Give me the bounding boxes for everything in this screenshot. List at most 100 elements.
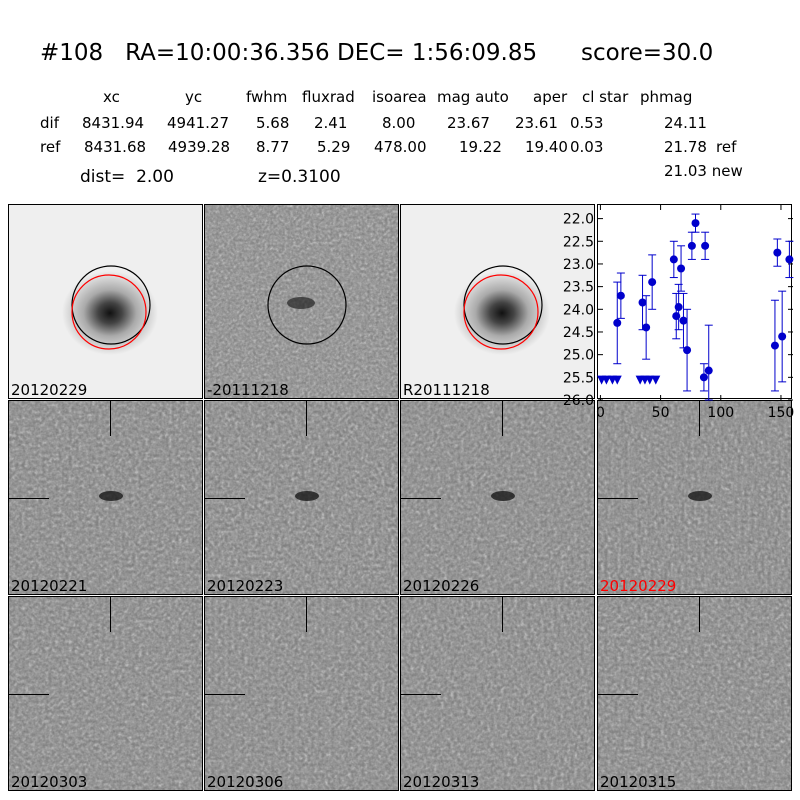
crosshair-tick: [9, 694, 49, 695]
crosshair-tick: [598, 694, 638, 695]
table-cell: 21.78: [664, 138, 707, 156]
stamp-date-label: 20120221: [11, 577, 88, 595]
stamp-date-label: 20120229: [600, 577, 677, 595]
crosshair-tick: [401, 694, 441, 695]
data-point: [699, 363, 708, 392]
crosshair-tick: [306, 597, 307, 632]
data-point: [778, 290, 787, 383]
table-cell: 8431.94: [82, 114, 145, 132]
stamp-date-label: 20120303: [11, 773, 88, 791]
data-point: [785, 240, 794, 279]
crosshair-tick: [502, 597, 503, 632]
table-cell: 0.53: [570, 114, 604, 132]
crosshair-tick: [502, 401, 503, 436]
epoch-stamp: 20120221: [8, 400, 203, 595]
y-tick-label: 23.5: [563, 280, 594, 296]
data-point: [677, 245, 686, 292]
panel-label: 20120229: [11, 381, 88, 399]
stamp-date-label: 20120226: [403, 577, 480, 595]
column-header: phmag: [640, 88, 693, 106]
row-label: dif: [40, 114, 59, 132]
panel-label: R20111218: [403, 381, 490, 399]
x-tick-label: 0: [596, 405, 605, 421]
y-tick-label: 26.0: [563, 393, 594, 409]
table-cell: 19.22: [459, 138, 502, 156]
image-panel: R20111218: [400, 204, 595, 399]
column-header: aper: [533, 88, 568, 106]
upper-limit-marker: [645, 375, 655, 385]
table-cell: 5.29: [317, 138, 351, 156]
y-tick-label: 25.0: [563, 348, 594, 364]
epoch-stamp: 20120303: [8, 596, 203, 791]
panel-label: -20111218: [207, 381, 289, 399]
data-point: [701, 231, 710, 260]
crosshair-tick: [401, 498, 441, 499]
image-panel: -20111218: [204, 204, 399, 399]
column-header: isoarea: [372, 88, 427, 106]
data-point: [770, 299, 779, 392]
data-point: [648, 254, 657, 310]
upper-limit-marker: [601, 375, 611, 385]
crosshair-tick: [699, 597, 700, 632]
table-cell: 2.41: [314, 114, 348, 132]
crosshair-tick: [699, 401, 700, 436]
epoch-stamp: 20120229: [597, 400, 792, 595]
table-cell: 19.40: [525, 138, 568, 156]
y-tick-label: 24.5: [563, 325, 594, 341]
table-cell: 23.61: [515, 114, 558, 132]
column-header: fwhm: [246, 88, 288, 106]
crosshair-tick: [205, 498, 245, 499]
redshift-readout: z=0.3100: [258, 167, 341, 187]
table-cell: 5.68: [256, 114, 290, 132]
upper-limit-marker: [651, 375, 661, 385]
data-point: [616, 272, 625, 319]
aperture-circle: [463, 265, 543, 345]
candidate-title: #108 RA=10:00:36.356 DEC= 1:56:09.85 sco…: [40, 40, 714, 66]
y-tick-label: 25.5: [563, 370, 594, 386]
data-point: [691, 213, 700, 233]
crosshair-tick: [9, 498, 49, 499]
crosshair-tick: [110, 597, 111, 632]
crosshair-tick: [110, 401, 111, 436]
x-tick-label: 150: [768, 405, 795, 421]
column-header: cl star: [582, 88, 629, 106]
data-point: [704, 324, 713, 401]
table-cell: 23.67: [447, 114, 490, 132]
column-header: mag auto: [437, 88, 509, 106]
crosshair-tick: [306, 401, 307, 436]
table-cell: 4939.28: [168, 138, 231, 156]
table-cell: 4941.27: [167, 114, 230, 132]
data-point: [683, 308, 692, 392]
epoch-stamp: 20120226: [400, 400, 595, 595]
data-point: [642, 295, 651, 360]
column-header: fluxrad: [302, 88, 355, 106]
y-tick-label: 22.5: [563, 234, 594, 250]
crosshair-tick: [205, 694, 245, 695]
column-header: xc: [103, 88, 120, 106]
upper-limit-marker: [612, 375, 622, 385]
table-cell: 24.11: [664, 114, 707, 132]
stamp-date-label: 20120313: [403, 773, 480, 791]
x-tick-label: 100: [707, 405, 734, 421]
crosshair-tick: [598, 498, 638, 499]
row-label: ref: [40, 138, 61, 156]
data-point: [687, 231, 696, 260]
y-tick-label: 23.0: [563, 257, 594, 273]
table-cell: 0.03: [570, 138, 604, 156]
column-header: yc: [185, 88, 203, 106]
aperture-circle: [71, 265, 151, 345]
epoch-stamp: 20120223: [204, 400, 399, 595]
table-cell: 8.00: [382, 114, 416, 132]
aperture-circle: [267, 265, 347, 345]
table-cell: 478.00: [374, 138, 427, 156]
stamp-date-label: 20120223: [207, 577, 284, 595]
data-point: [773, 238, 782, 267]
data-point: [679, 292, 688, 349]
reference-circle: [463, 274, 539, 350]
light-curve-chart: 22.0 22.5 23.0 23.5 24.0 24.5 25.0 25.5 26.0 0 50 1…: [563, 204, 794, 421]
data-point: [638, 274, 647, 331]
epoch-stamp: 20120315: [597, 596, 792, 791]
epoch-stamp: 20120306: [204, 596, 399, 791]
reference-circle: [71, 274, 147, 350]
table-cell: 8.77: [256, 138, 290, 156]
